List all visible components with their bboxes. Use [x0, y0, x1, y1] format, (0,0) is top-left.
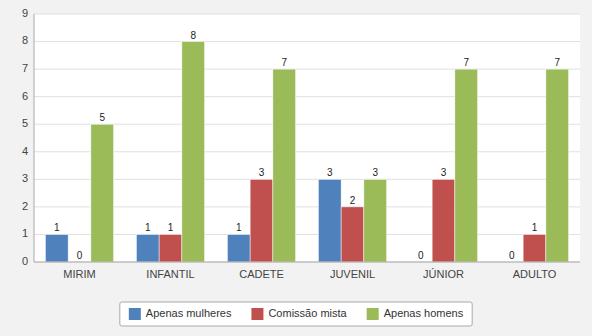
grid-line — [34, 124, 580, 125]
bars — [45, 42, 568, 262]
data-label: 3 — [372, 167, 378, 178]
data-label: 2 — [350, 195, 356, 206]
x-tick-label: JUVENIL — [330, 268, 375, 280]
bar — [227, 234, 250, 262]
bar — [523, 234, 546, 262]
data-label: 8 — [190, 30, 196, 41]
grid-line — [34, 96, 580, 97]
data-label: 3 — [259, 167, 265, 178]
grid-line — [34, 151, 580, 152]
data-label: 5 — [99, 112, 105, 123]
chart-container: 0 1 2 3 4 5 6 7 8 9 1 1 1 3 0 0 0 1 3 2 3 1 5 8 7 3 7 7 MIRIM INFANTI… — [0, 0, 592, 336]
data-label: 7 — [463, 57, 469, 68]
data-label: 1 — [236, 222, 242, 233]
y-tick-label: 5 — [22, 117, 28, 129]
data-label: 3 — [327, 167, 333, 178]
y-tick-label: 2 — [22, 200, 28, 212]
bar — [318, 179, 341, 262]
data-label: 1 — [168, 222, 174, 233]
bar — [364, 179, 387, 262]
bar — [91, 124, 114, 262]
grid-line — [34, 262, 580, 263]
legend: Apenas mulheres Comissão mista Apenas home… — [120, 302, 472, 326]
grid-line — [34, 234, 580, 235]
data-labels: 1 1 1 3 0 0 0 1 3 2 3 1 5 8 7 3 7 7 — [54, 30, 561, 261]
y-axis-line — [34, 14, 35, 262]
y-tick-label: 8 — [22, 34, 28, 46]
y-tick-label: 7 — [22, 62, 28, 74]
data-label: 7 — [281, 57, 287, 68]
data-label: 0 — [418, 250, 424, 261]
legend-label: Apenas mulheres — [146, 307, 232, 319]
legend-frame — [120, 302, 472, 326]
bar — [455, 69, 478, 262]
y-tick-label: 0 — [22, 255, 28, 267]
x-tick-label: INFANTIL — [146, 268, 194, 280]
legend-swatch — [129, 308, 141, 320]
data-label: 3 — [441, 167, 447, 178]
bar — [546, 69, 569, 262]
grid-line — [34, 179, 580, 180]
grid-line — [34, 206, 580, 207]
grid-line — [34, 14, 580, 15]
x-tick-label: ADULTO — [513, 268, 557, 280]
y-tick-label: 3 — [22, 172, 28, 184]
bar — [136, 234, 159, 262]
data-label: 0 — [509, 250, 515, 261]
y-tick-label: 6 — [22, 90, 28, 102]
grid-line — [34, 41, 580, 42]
plot-background — [34, 14, 580, 262]
y-tick-label: 4 — [22, 145, 28, 157]
chart-svg: 0 1 2 3 4 5 6 7 8 9 1 1 1 3 0 0 0 1 3 2 3 1 5 8 7 3 7 7 MIRIM INFANTI… — [0, 0, 592, 336]
legend-label: Apenas homens — [384, 307, 464, 319]
data-label: 1 — [54, 222, 60, 233]
bar — [45, 234, 68, 262]
bar — [432, 179, 455, 262]
bar — [159, 234, 182, 262]
data-label: 1 — [145, 222, 151, 233]
bar — [273, 69, 296, 262]
data-label: 7 — [554, 57, 560, 68]
x-tick-label: CADETE — [239, 268, 284, 280]
bar — [250, 179, 273, 262]
x-tick-label: MIRIM — [63, 268, 95, 280]
legend-label: Comissão mista — [268, 307, 347, 319]
y-tick-label: 9 — [22, 7, 28, 19]
data-label: 0 — [77, 250, 83, 261]
y-tick-label: 1 — [22, 227, 28, 239]
grid-line — [34, 69, 580, 70]
data-label: 1 — [532, 222, 538, 233]
legend-swatch — [251, 308, 263, 320]
x-tick-label: JÚNIOR — [423, 268, 464, 280]
legend-swatch — [367, 308, 379, 320]
x-axis-line — [34, 262, 580, 263]
bar — [341, 207, 364, 262]
bar — [182, 42, 205, 262]
